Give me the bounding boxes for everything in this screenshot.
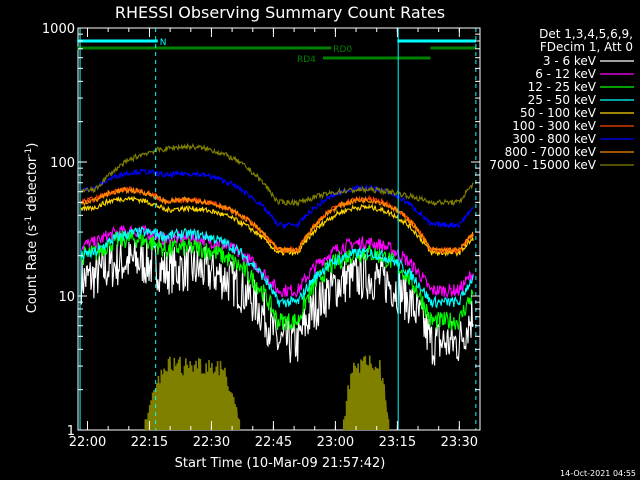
- y-axis-label-sup-1: -1: [24, 216, 34, 225]
- legend-label-2: 6 - 12 keV: [535, 67, 597, 81]
- axis-ticks: 22:00 22:15 22:30 22:45 23:00 23:15 23:30 1 10 10…: [42, 22, 481, 450]
- series-line-5: [80, 195, 474, 258]
- y-tick-label: 1000: [42, 22, 75, 37]
- y-axis-label-part-3: ): [25, 143, 40, 148]
- series-line-8: [80, 186, 474, 255]
- x-tick-label: 23:00: [317, 435, 354, 450]
- series-line-2: [80, 224, 474, 299]
- legend-label-7: 300 - 800 keV: [512, 132, 596, 146]
- x-tick-label: 23:30: [441, 435, 478, 450]
- x-tick-label: 22:45: [255, 435, 292, 450]
- y-axis-label-sup-2: -1: [24, 148, 34, 157]
- legend-header-line-2: FDecim 1, Att 0: [540, 40, 633, 54]
- series-line-1: [80, 239, 474, 366]
- night-label: N: [160, 38, 167, 48]
- decimation-marks-1: [144, 356, 241, 431]
- legend-label-5: 50 - 100 keV: [520, 106, 597, 120]
- legend-header-line-1: Det 1,3,4,5,6,9,: [539, 27, 633, 41]
- rd0-label: RD0: [333, 45, 352, 55]
- y-axis-label: Count Rate (s-1 detector-1): [24, 143, 40, 314]
- x-tick-label: 22:30: [193, 435, 230, 450]
- y-tick-label: 1: [67, 424, 75, 439]
- x-tick-label: 22:00: [69, 435, 106, 450]
- x-tick-label: 23:15: [379, 435, 416, 450]
- series-line-7: [80, 168, 474, 230]
- y-axis-label-part-1: Count Rate (s: [25, 225, 40, 314]
- y-tick-label: 100: [50, 156, 75, 171]
- series-line-9: [80, 142, 474, 207]
- orbit-overlay: N RD0 RD4: [77, 28, 477, 430]
- y-tick-label: 10: [58, 290, 75, 305]
- plot-border: [77, 27, 481, 431]
- legend-label-4: 25 - 50 keV: [528, 93, 597, 107]
- rd4-label: RD4: [297, 55, 316, 65]
- footer-date: 14-Oct-2021 04:55: [560, 469, 636, 478]
- x-tick-label: 22:15: [131, 435, 168, 450]
- plot-frame: [77, 27, 481, 431]
- decimation-marks-2: [342, 355, 390, 431]
- legend-label-3: 12 - 25 keV: [528, 80, 597, 94]
- x-axis-label: Start Time (10-Mar-09 21:57:42): [175, 456, 386, 471]
- data-layer: [80, 142, 474, 431]
- legend-label-1: 3 - 6 keV: [543, 54, 597, 68]
- legend-label-9: 7000 - 15000 keV: [489, 158, 596, 172]
- legend-label-8: 800 - 7000 keV: [505, 145, 597, 159]
- chart-title: RHESSI Observing Summary Count Rates: [115, 3, 445, 22]
- series-line-4: [80, 226, 474, 309]
- legend-label-6: 100 - 300 keV: [512, 119, 596, 133]
- y-axis-label-part-2: detector: [25, 156, 40, 216]
